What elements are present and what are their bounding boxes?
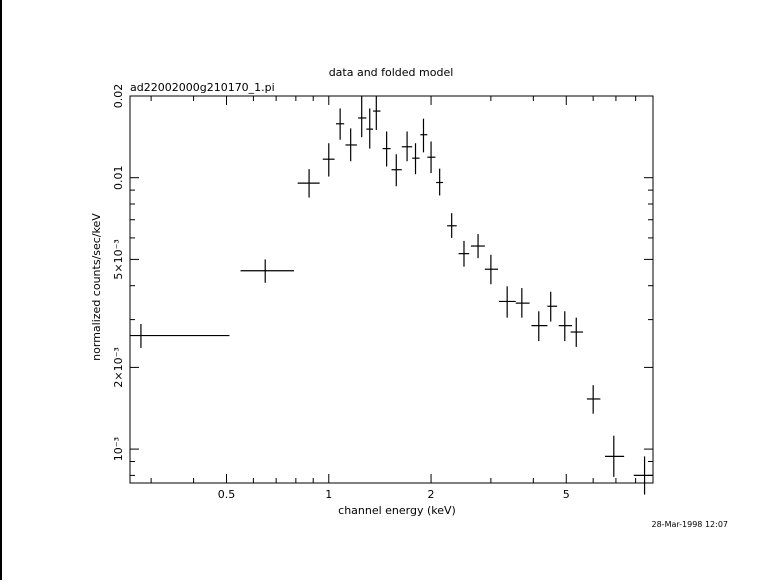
data-point bbox=[458, 240, 470, 267]
data-point bbox=[382, 131, 391, 167]
data-point bbox=[345, 128, 357, 162]
data-point bbox=[470, 234, 485, 259]
y-tick-label: 10⁻³ bbox=[112, 437, 125, 461]
y-axis-label: normalized counts/sec/keV bbox=[90, 213, 103, 361]
data-point bbox=[515, 288, 530, 318]
data-point bbox=[366, 108, 374, 149]
y-tick-label: 0.02 bbox=[112, 84, 125, 109]
data-point bbox=[499, 286, 516, 318]
data-point bbox=[358, 96, 367, 138]
data-point bbox=[335, 108, 345, 140]
chart-subtitle: ad22002000g210170_1.pi bbox=[130, 81, 275, 94]
data-point bbox=[391, 154, 402, 187]
data-points bbox=[130, 96, 653, 495]
data-point bbox=[297, 169, 320, 198]
chart-title: data and folded model bbox=[329, 66, 454, 79]
data-point bbox=[130, 324, 230, 348]
data-point bbox=[633, 456, 653, 495]
data-point bbox=[547, 291, 558, 322]
axis-ticks bbox=[130, 95, 654, 483]
x-tick-label: 5 bbox=[563, 488, 570, 501]
y-tick-label: 0.01 bbox=[112, 165, 125, 190]
data-point bbox=[401, 131, 413, 162]
axis-tick-labels: 0.5 1 2 5 10⁻³ 2×10⁻³ 5×10⁻³ 0.01 0.02 bbox=[112, 84, 570, 501]
data-point bbox=[604, 435, 625, 477]
data-point bbox=[322, 143, 335, 177]
data-point bbox=[373, 96, 381, 130]
data-point bbox=[484, 254, 499, 285]
x-axis-label: channel energy (keV) bbox=[338, 504, 456, 517]
x-tick-label: 2 bbox=[428, 488, 435, 501]
data-point bbox=[420, 118, 428, 153]
data-point bbox=[586, 385, 601, 414]
data-point bbox=[412, 143, 420, 175]
data-point bbox=[570, 317, 583, 347]
data-point bbox=[447, 213, 457, 238]
plot-timestamp: 28-Mar-1998 12:07 bbox=[652, 520, 729, 529]
x-tick-label: 1 bbox=[325, 488, 332, 501]
window-left-border bbox=[0, 0, 2, 580]
data-point bbox=[558, 311, 573, 342]
data-point bbox=[427, 141, 436, 174]
x-tick-label: 0.5 bbox=[218, 488, 236, 501]
data-point bbox=[531, 311, 548, 342]
plot-frame bbox=[129, 95, 654, 484]
y-tick-label: 2×10⁻³ bbox=[112, 347, 125, 387]
data-point bbox=[240, 259, 294, 283]
y-tick-label: 5×10⁻³ bbox=[112, 239, 125, 279]
data-point bbox=[436, 168, 444, 196]
